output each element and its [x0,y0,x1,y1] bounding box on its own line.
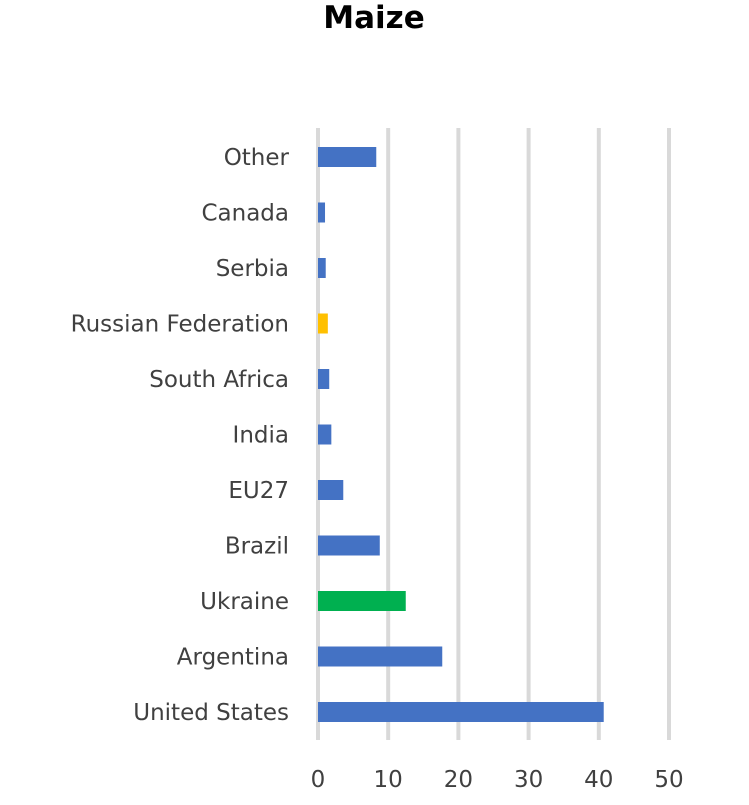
category-label: United States [133,700,289,726]
bar-other [318,147,377,167]
category-label: Brazil [225,534,289,560]
bar-united-states [318,702,604,722]
bar-india [318,424,332,445]
gridlines [316,128,671,740]
category-label: South Africa [149,367,289,393]
bar-brazil [318,535,380,556]
bars [318,147,604,722]
bar-russian-federation [318,313,328,334]
bar-eu27 [318,480,344,500]
x-tick-label: 40 [584,767,613,793]
x-tick-label: 20 [444,767,473,793]
bar-argentina [318,646,443,667]
x-tick-label: 50 [654,767,683,793]
x-tick-label: 0 [311,767,326,793]
category-label: Serbia [216,256,289,282]
bar-serbia [318,258,326,278]
category-label: India [233,423,289,449]
x-tick-labels: 0 10 20 30 40 50 [311,767,684,793]
category-label: Argentina [177,645,289,671]
chart-title: Maize [323,0,424,36]
category-label: Ukraine [200,589,289,615]
bar-canada [318,202,326,223]
category-label: Canada [201,201,289,227]
x-tick-label: 10 [374,767,403,793]
category-label: Other [224,145,290,171]
bar-south-africa [318,369,330,389]
category-label: EU27 [228,478,289,504]
category-label: Russian Federation [71,312,289,338]
category-labels: United States Argentina Ukraine Brazil EU27 I… [71,145,290,726]
bar-ukraine [318,591,406,611]
x-tick-label: 30 [514,767,543,793]
